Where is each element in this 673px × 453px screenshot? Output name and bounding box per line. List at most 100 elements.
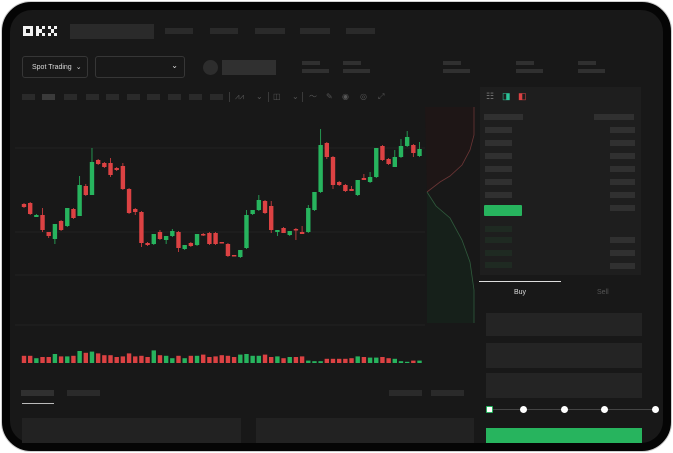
buy-tab[interactable]: Buy <box>514 289 527 296</box>
timeframe-button[interactable] <box>147 94 160 100</box>
volume-bar <box>361 357 367 363</box>
volume-bar <box>170 358 175 363</box>
candle-body <box>361 178 367 180</box>
search-bar[interactable] <box>70 24 154 39</box>
ask-amount <box>610 205 635 211</box>
candle-body <box>256 200 262 210</box>
candle <box>188 242 194 247</box>
slider-stop[interactable] <box>600 406 608 413</box>
ask-amount <box>610 140 635 146</box>
candle-body <box>213 233 218 244</box>
chevron-down-icon[interactable]: ⌄ <box>292 92 299 101</box>
amount-input[interactable] <box>486 343 642 368</box>
bottom-action[interactable] <box>431 390 464 396</box>
stat-label <box>578 61 596 65</box>
camera-icon[interactable]: ◉ <box>342 92 349 101</box>
candle-body <box>380 146 385 160</box>
tab-order-history[interactable] <box>67 390 100 396</box>
timeframe-button[interactable] <box>168 94 181 100</box>
candle <box>330 156 336 189</box>
candle <box>244 210 249 249</box>
candle <box>108 158 113 177</box>
timeframe-button[interactable] <box>42 94 55 100</box>
candle-body <box>324 143 330 157</box>
timeframe-button[interactable] <box>22 94 35 100</box>
candle-body <box>34 215 39 217</box>
indicator-icon[interactable]: ⩘⩘ <box>235 92 245 101</box>
price-input[interactable] <box>486 313 642 336</box>
candle <box>58 220 64 231</box>
nav-item[interactable] <box>165 28 193 34</box>
bid-price <box>485 237 512 243</box>
nav-item[interactable] <box>210 28 238 34</box>
ask-amount <box>610 192 635 198</box>
candle-body <box>306 208 311 232</box>
volume-bar <box>306 360 311 363</box>
timeframe-button[interactable] <box>86 94 99 100</box>
candle-body <box>287 231 292 235</box>
slider-stop[interactable] <box>519 406 527 413</box>
candle-body <box>46 232 51 236</box>
candle <box>133 208 138 215</box>
pair-dropdown[interactable]: ⌄ <box>95 56 185 78</box>
candle-body <box>21 204 27 207</box>
book-bids-icon[interactable]: ◨ <box>502 91 511 101</box>
bottom-action[interactable] <box>389 390 422 396</box>
candle-body <box>120 166 126 189</box>
candle <box>225 243 231 257</box>
ask-amount <box>610 166 635 172</box>
line-tool-icon[interactable]: 〜 <box>309 92 317 101</box>
candle <box>89 148 95 195</box>
timeframe-button[interactable] <box>127 94 140 100</box>
book-asks-icon[interactable]: ◧ <box>518 91 527 101</box>
candle-body <box>225 244 231 256</box>
candle-body <box>145 243 150 245</box>
candle <box>34 214 39 217</box>
candle <box>201 233 206 236</box>
spot-trading-dropdown[interactable]: Spot Trading ⌄ <box>22 56 88 78</box>
stat-value <box>302 69 329 73</box>
stat-value <box>516 69 543 73</box>
pencil-icon[interactable]: ✎ <box>326 92 333 101</box>
book-both-icon[interactable]: ☷ <box>486 91 495 101</box>
timeframe-button[interactable] <box>106 94 119 100</box>
candle-body <box>163 236 169 240</box>
candle-body <box>219 242 224 244</box>
ask-price <box>485 127 512 133</box>
slider-stop[interactable] <box>651 406 659 413</box>
chevron-down-icon[interactable]: ⌄ <box>256 92 263 101</box>
toolbar-divider <box>229 92 230 102</box>
tab-open-orders[interactable] <box>21 390 54 396</box>
circle-icon[interactable]: ◎ <box>360 92 367 101</box>
candle-body <box>58 221 64 230</box>
ask-amount <box>610 153 635 159</box>
candle-body <box>133 209 138 212</box>
sell-tab[interactable]: Sell <box>597 289 609 296</box>
candle <box>404 131 410 147</box>
nav-item[interactable] <box>346 28 375 34</box>
timeframe-button[interactable] <box>189 94 202 100</box>
volume-bar <box>194 355 200 363</box>
slider-stop[interactable] <box>560 406 568 413</box>
total-input[interactable] <box>486 373 642 398</box>
volume-bar <box>275 356 280 363</box>
candle <box>170 229 175 237</box>
candle-type-icon[interactable]: ◫ <box>273 92 281 101</box>
expand-icon[interactable]: ⤢ <box>378 92 385 101</box>
candle <box>83 184 88 196</box>
nav-item[interactable] <box>255 28 285 34</box>
buy-button[interactable] <box>486 428 642 443</box>
volume-bar <box>367 357 373 363</box>
stat-value <box>443 69 470 73</box>
slider-track[interactable] <box>489 409 655 410</box>
slider-stop[interactable] <box>485 406 493 413</box>
ask-amount <box>610 127 635 133</box>
volume-bar <box>201 354 206 363</box>
timeframe-button[interactable] <box>210 94 223 100</box>
timeframe-button[interactable] <box>64 94 77 100</box>
candle-body <box>40 215 45 230</box>
okx-logo[interactable] <box>23 26 61 37</box>
nav-item[interactable] <box>300 28 330 34</box>
spot-trading-label: Spot Trading <box>32 63 72 71</box>
